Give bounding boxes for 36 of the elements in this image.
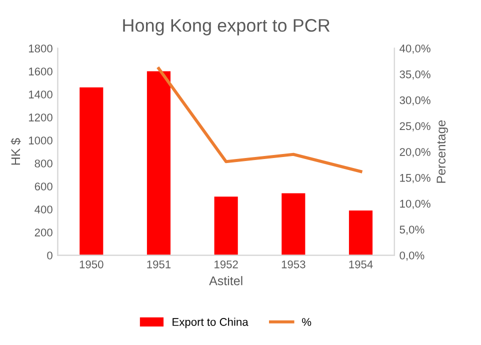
line-series: [157, 66, 362, 173]
y2-tick-label: 0,0%: [400, 252, 424, 261]
x-tick-label: 1950: [80, 260, 104, 268]
legend-label: Export to China: [172, 318, 248, 328]
legend-label: %: [302, 318, 312, 326]
y2-tick-label: 25,0%: [400, 122, 430, 132]
y2-tick-label: 40,0%: [400, 44, 430, 54]
y-tick-label: 1600: [28, 68, 52, 76]
bar: [80, 87, 104, 256]
y-tick-label: 1400: [28, 90, 52, 98]
y-tick-label: 400: [34, 206, 52, 214]
bar: [282, 193, 306, 256]
bar: [146, 71, 171, 256]
y-tick-label: 1800: [28, 44, 52, 52]
y2-tick-label: 5,0%: [400, 226, 424, 235]
y2-axis-title: Percentage: [436, 120, 448, 183]
x-tick-label: 1951: [147, 260, 171, 268]
x-tick-label: 1954: [349, 260, 373, 268]
chart-title: Hong Kong export to PCR: [123, 19, 330, 36]
y2-tick-label: 20,0%: [400, 148, 430, 158]
x-axis-title: Astitel: [209, 276, 242, 286]
y2-tick-label: 30,0%: [400, 96, 430, 106]
y2-tick-label: 15,0%: [400, 174, 430, 184]
y-tick-label: 800: [34, 160, 52, 168]
bar: [348, 210, 373, 256]
y-tick-label: 1000: [28, 136, 52, 144]
bar: [214, 196, 238, 256]
y-tick-label: 1200: [28, 114, 52, 122]
y-tick-label: 600: [34, 182, 52, 190]
y2-tick-label: 10,0%: [400, 200, 430, 209]
x-tick-label: 1952: [214, 260, 238, 268]
y-tick-label: 0: [47, 252, 52, 260]
y2-tick-label: 35,0%: [400, 70, 430, 80]
x-tick-label: 1953: [282, 260, 306, 268]
y-axis-title: HK $: [10, 138, 21, 165]
y-tick-label: 200: [34, 228, 52, 236]
